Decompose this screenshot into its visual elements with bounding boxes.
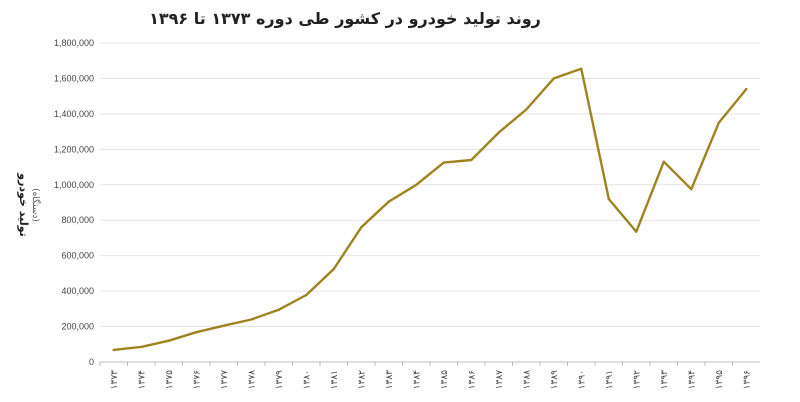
data-point bbox=[222, 324, 225, 327]
x-tick-label: ۱۳۸۹ bbox=[550, 370, 560, 390]
data-point bbox=[580, 67, 583, 70]
data-point bbox=[415, 183, 418, 186]
data-point bbox=[717, 121, 720, 124]
data-point bbox=[195, 331, 198, 334]
data-point bbox=[525, 108, 528, 111]
y-tick-label: 0 bbox=[89, 357, 94, 367]
x-tick-label: ۱۳۸۷ bbox=[495, 370, 505, 390]
x-tick-label: ۱۳۷۷ bbox=[220, 370, 230, 390]
data-point bbox=[250, 318, 253, 321]
y-tick-label: 600,000 bbox=[61, 251, 94, 261]
series-layer bbox=[112, 67, 748, 352]
data-point bbox=[635, 230, 638, 233]
y-tick-label: 200,000 bbox=[61, 322, 94, 332]
data-point bbox=[387, 200, 390, 203]
x-tick-label: ۱۳۸۴ bbox=[412, 370, 422, 390]
x-tick-label: ۱۳۸۸ bbox=[522, 370, 532, 390]
data-point bbox=[497, 131, 500, 134]
x-tick-label: ۱۳۷۴ bbox=[137, 370, 147, 390]
data-point bbox=[552, 77, 555, 80]
x-tick-label: ۱۳۸۳ bbox=[385, 370, 395, 390]
x-tick-label: ۱۳۸۱ bbox=[330, 370, 340, 389]
data-point bbox=[662, 160, 665, 163]
x-axis-ticks: ۱۳۷۳ ۱۳۷۴ ۱۳۷۵ ۱۳۷۶ ۱۳۷۷ ۱۳۷۸ ۱۳۷۹ ۱۳۸۰ ۱۳۸۱ ۱۳۸۲… bbox=[99, 362, 752, 390]
data-point bbox=[332, 267, 335, 271]
data-point bbox=[470, 158, 473, 162]
y-tick-label: 1,000,000 bbox=[54, 180, 94, 190]
data-point bbox=[690, 188, 693, 191]
x-tick-label: ۱۳۹۶ bbox=[742, 370, 752, 390]
x-tick-label: ۱۳۸۰ bbox=[302, 370, 312, 389]
y-tick-label: 1,200,000 bbox=[54, 144, 94, 154]
x-tick-label: ۱۳۹۲ bbox=[632, 370, 642, 390]
x-tick-label: ۱۳۹۱ bbox=[605, 370, 615, 389]
y-tick-label: 1,600,000 bbox=[54, 73, 94, 83]
series-line bbox=[112, 67, 748, 352]
x-tick-label: ۱۳۹۰ bbox=[577, 370, 587, 389]
data-point bbox=[442, 161, 445, 164]
x-tick-label: ۱۳۷۶ bbox=[192, 370, 202, 390]
data-point bbox=[277, 308, 280, 311]
x-tick-label: ۱۳۷۵ bbox=[165, 370, 175, 390]
chart-title: روند تولید خودرو در کشور طی دوره ۱۳۷۳ تا… bbox=[149, 9, 541, 28]
y-tick-label: 400,000 bbox=[61, 286, 94, 296]
y-axis-ticks: 0 200,000 400,000 600,000 800,000 1,000,000 1,… bbox=[54, 38, 94, 367]
x-tick-label: ۱۳۸۵ bbox=[440, 370, 450, 390]
x-tick-label: ۱۳۹۴ bbox=[687, 370, 697, 390]
x-tick-label: ۱۳۸۲ bbox=[357, 370, 367, 390]
x-tick-label: ۱۳۷۹ bbox=[275, 370, 285, 390]
data-point bbox=[745, 87, 748, 91]
data-point bbox=[112, 348, 115, 352]
data-point bbox=[607, 197, 610, 201]
x-tick-label: ۱۳۷۸ bbox=[247, 370, 257, 390]
data-point bbox=[360, 226, 363, 229]
y-tick-label: 1,400,000 bbox=[54, 109, 94, 119]
x-tick-label: ۱۳۸۶ bbox=[467, 370, 477, 390]
data-point bbox=[167, 339, 170, 342]
gridlines bbox=[100, 42, 760, 363]
y-axis-label: تولید خودرو bbox=[17, 172, 30, 236]
y-axis-unit-label: (دستگاه) bbox=[30, 188, 42, 222]
data-point bbox=[305, 293, 308, 297]
data-point bbox=[140, 345, 143, 349]
x-tick-label: ۱۳۹۵ bbox=[715, 370, 725, 390]
y-tick-label: 1,800,000 bbox=[54, 38, 94, 48]
x-tick-label: ۱۳۷۳ bbox=[110, 370, 120, 390]
y-axis-label-group: تولید خودرو (دستگاه) bbox=[17, 172, 42, 236]
y-tick-label: 800,000 bbox=[61, 215, 94, 225]
x-tick-label: ۱۳۹۳ bbox=[660, 370, 670, 390]
